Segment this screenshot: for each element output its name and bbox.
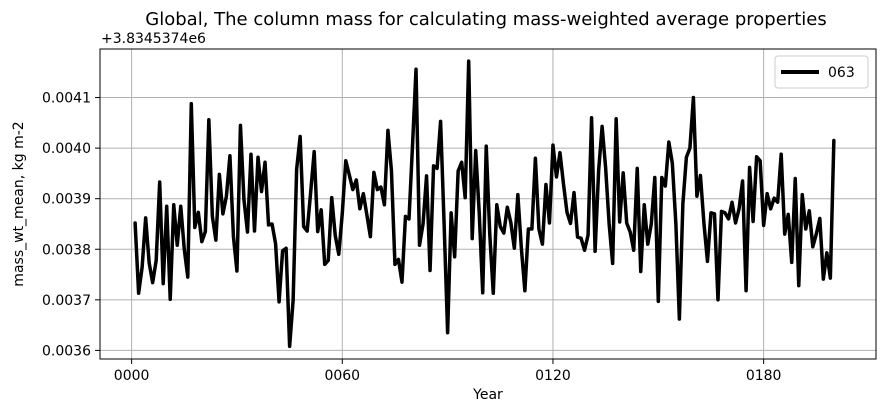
x-axis-label: Year — [472, 387, 503, 403]
axis-ticks: 0000 0060 0120 0180 0.0036 0.0037 0.0038 0.0039… — [42, 91, 781, 384]
x-tick-label: 0060 — [324, 368, 360, 384]
y-offset-label: +3.8345374e6 — [101, 31, 206, 47]
plot-area — [99, 48, 877, 360]
y-tick-label: 0.0039 — [42, 192, 91, 208]
y-tick-label: 0.0036 — [42, 343, 91, 359]
series-lines — [133, 59, 836, 349]
y-tick-label: 0.0037 — [42, 293, 91, 309]
y-tick-label: 0.0038 — [42, 242, 91, 258]
chart-title: Global, The column mass for calculating … — [145, 9, 826, 30]
legend-entry-label: 063 — [828, 65, 855, 81]
series-line-063 — [133, 59, 836, 349]
legend: 063 — [774, 55, 869, 89]
x-tick-label: 0180 — [746, 368, 782, 384]
y-tick-label: 0.0040 — [42, 141, 91, 157]
y-tick-label: 0.0041 — [42, 91, 91, 107]
x-tick-label: 0120 — [535, 368, 571, 384]
x-tick-label: 0000 — [114, 368, 150, 384]
y-axis-label: mass_wt_mean, kg m-2 — [11, 121, 27, 286]
legend-box — [774, 55, 869, 89]
